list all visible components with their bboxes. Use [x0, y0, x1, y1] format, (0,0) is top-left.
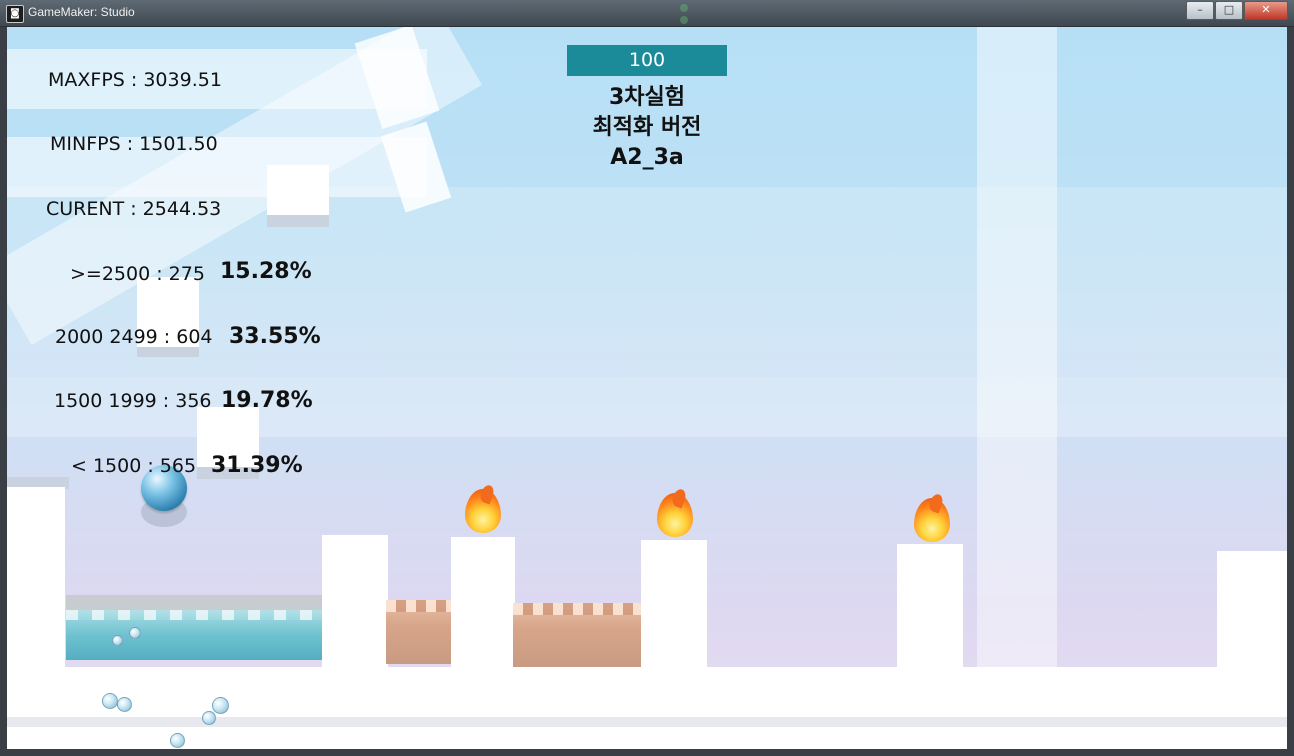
ball-sprite[interactable] [141, 465, 187, 511]
fps-bucket-2500-percent: 15.28% [220, 259, 312, 284]
bubble-sprite [129, 627, 141, 639]
background-band [7, 187, 1287, 377]
flame-icon [465, 483, 501, 533]
flame-icon [914, 492, 950, 542]
background-window-hint [650, 0, 870, 26]
dirt-block [513, 603, 643, 667]
window-title: GameMaker: Studio [28, 5, 135, 19]
background-band [7, 49, 427, 109]
fps-bucket-1500-percent: 19.78% [221, 388, 313, 413]
current-fps-stat: CURENT : 2544.53 [46, 198, 222, 220]
gamemaker-icon: ◙ [6, 5, 24, 23]
fps-bucket-below-1500-percent: 31.39% [211, 453, 303, 478]
maximize-button[interactable]: □ [1215, 1, 1243, 20]
fps-bucket-2500-label: >=2500 : 275 [70, 263, 205, 285]
score-counter: 100 [567, 45, 727, 76]
wall-top [7, 477, 69, 489]
block-shadow [267, 215, 329, 227]
fps-bucket-2000-label: 2000 2499 : 604 [55, 326, 213, 348]
bubble-sprite [117, 697, 132, 712]
maxfps-stat: MAXFPS : 3039.51 [48, 69, 222, 91]
pool-rim [66, 595, 322, 611]
title-line-3: A2_3a [610, 145, 684, 170]
dirt-block [386, 600, 452, 664]
bubble-sprite [102, 693, 118, 709]
floating-block [197, 407, 259, 467]
fps-bucket-2000-percent: 33.55% [229, 324, 321, 349]
game-canvas[interactable]: 100 3차실험 최적화 버전 A2_3a MAXFPS : 3039.51 M… [7, 27, 1287, 749]
title-line-2: 최적화 버전 [592, 115, 702, 140]
background-band [977, 27, 1057, 749]
ground-shadow [7, 717, 1287, 727]
window-titlebar[interactable]: ◙ GameMaker: Studio – □ ✕ [0, 0, 1294, 27]
bubble-sprite [212, 697, 229, 714]
fps-bucket-1500-label: 1500 1999 : 356 [54, 390, 212, 412]
water-pool [66, 610, 322, 660]
floating-block [267, 165, 329, 215]
block-shadow [137, 347, 199, 357]
bubble-sprite [202, 711, 216, 725]
bubble-sprite [170, 733, 185, 748]
background-band [7, 137, 427, 197]
bubble-sprite [112, 635, 123, 646]
experiment-title: 3차실험 최적화 버전 A2_3a [497, 83, 797, 173]
title-line-1: 3차실험 [608, 85, 686, 110]
minfps-stat: MINFPS : 1501.50 [50, 133, 218, 155]
ground [7, 667, 1287, 749]
fps-bucket-below-1500-label: < 1500 : 565 [71, 455, 197, 477]
flame-icon [657, 487, 693, 537]
window-controls: – □ ✕ [1185, 1, 1288, 20]
floating-block [137, 277, 199, 347]
minimize-button[interactable]: – [1186, 1, 1214, 20]
block-shadow [197, 467, 259, 479]
close-button[interactable]: ✕ [1244, 1, 1288, 20]
